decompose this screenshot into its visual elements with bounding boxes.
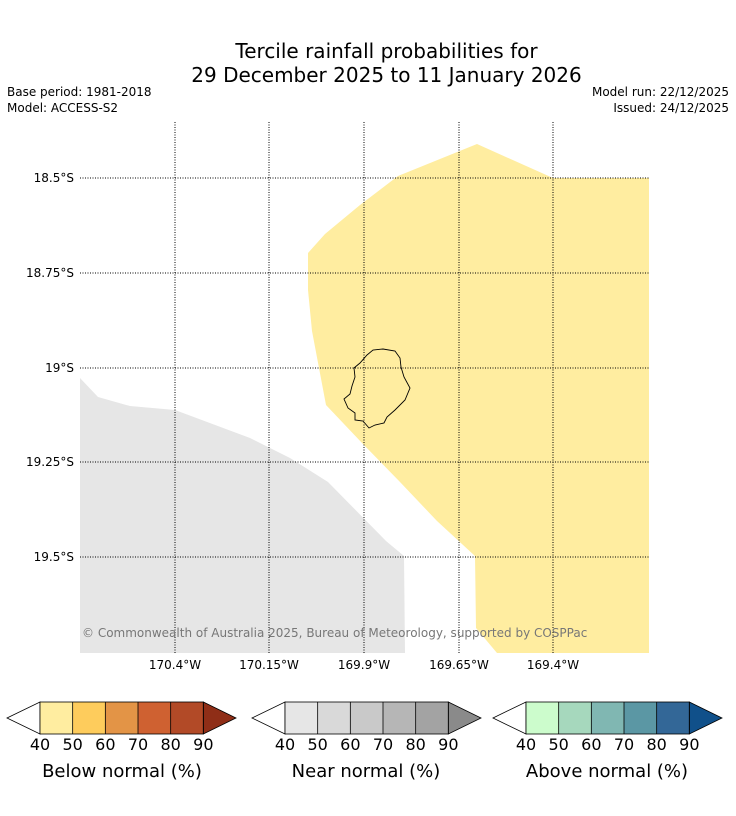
island-outline — [343, 348, 411, 429]
above-tick-40: 40 — [515, 735, 537, 754]
above-normal-swatch-70-80 — [624, 702, 657, 734]
model-name-text: Model: ACCESS-S2 — [7, 101, 119, 115]
above-tick-50: 50 — [548, 735, 569, 754]
below-tick-80: 80 — [160, 735, 181, 754]
above-tick-90: 90 — [679, 735, 700, 754]
lon-label-169-65: 169.65°W — [429, 658, 489, 672]
lat-label-19: 19°S — [45, 361, 74, 375]
near-normal-swatch-70-80 — [383, 702, 416, 734]
below-tick-90: 90 — [193, 735, 214, 754]
longitude-gridlines — [174, 122, 554, 653]
below-normal-swatch-70-80 — [138, 702, 171, 734]
lon-label-169-4: 169.4°W — [526, 658, 580, 672]
below-normal-swatch-80-90 — [170, 702, 204, 734]
below-normal-swatch-90-plus — [202, 701, 237, 735]
lon-label-169-9: 169.9°W — [337, 658, 391, 672]
above-normal-swatch-80-90 — [656, 702, 690, 734]
lat-label-19-5: 19.5°S — [33, 550, 74, 564]
near-tick-50: 50 — [307, 735, 328, 754]
lat-label-18-5: 18.5°S — [33, 171, 74, 185]
above-tick-70: 70 — [613, 735, 635, 754]
below-tick-40: 40 — [29, 735, 51, 754]
copyright-notice: © Commonwealth of Australia 2025, Bureau… — [82, 626, 588, 640]
above-normal-colorbar — [492, 701, 723, 735]
near-tick-60: 60 — [340, 735, 361, 754]
below-normal-colorbar — [6, 701, 237, 735]
lat-label-19-25: 19.25°S — [26, 455, 74, 469]
below-normal-swatch-50-60 — [72, 702, 106, 734]
model-run-text: Model run: 22/12/2025 — [591, 85, 729, 99]
near-normal-colorbar — [251, 701, 482, 735]
below-normal-swatch-60-70 — [105, 702, 138, 734]
base-period-text: Base period: 1981-2018 — [7, 85, 152, 99]
above-normal-swatch-60-70 — [591, 702, 624, 734]
map-title-line-2: 29 December 2025 to 11 January 2026 — [191, 63, 582, 87]
near-normal-swatch-40-50 — [285, 702, 318, 734]
above-normal-swatch-50-60 — [558, 702, 592, 734]
above-tick-80: 80 — [646, 735, 667, 754]
below-normal-swatch-40-50 — [40, 702, 73, 734]
map-title-line-1: Tercile rainfall probabilities for — [235, 39, 538, 63]
near-normal-swatch-80-90 — [415, 702, 449, 734]
below-normal-label: Below normal (%) — [42, 761, 202, 782]
near-tick-80: 80 — [405, 735, 426, 754]
near-normal-swatch-50-60 — [317, 702, 351, 734]
lat-label-18-75: 18.75°S — [26, 266, 74, 280]
near-normal-swatch-60-70 — [350, 702, 383, 734]
near-normal-region — [80, 378, 405, 653]
near-tick-70: 70 — [372, 735, 394, 754]
near-tick-90: 90 — [438, 735, 459, 754]
near-normal-swatch-90-plus — [447, 701, 482, 735]
below-tick-60: 60 — [95, 735, 116, 754]
near-tick-40: 40 — [274, 735, 296, 754]
lon-label-170-15: 170.15°W — [239, 658, 299, 672]
above-normal-swatch-90-plus — [688, 701, 723, 735]
above-normal-swatch-40-50 — [526, 702, 559, 734]
below-tick-50: 50 — [62, 735, 83, 754]
lon-label-170-4: 170.4°W — [148, 658, 202, 672]
below-tick-70: 70 — [127, 735, 149, 754]
below-normal-region — [308, 144, 649, 653]
near-normal-label: Near normal (%) — [291, 761, 441, 782]
above-normal-label: Above normal (%) — [525, 761, 689, 782]
above-tick-60: 60 — [581, 735, 602, 754]
issued-date-text: Issued: 24/12/2025 — [613, 101, 729, 115]
